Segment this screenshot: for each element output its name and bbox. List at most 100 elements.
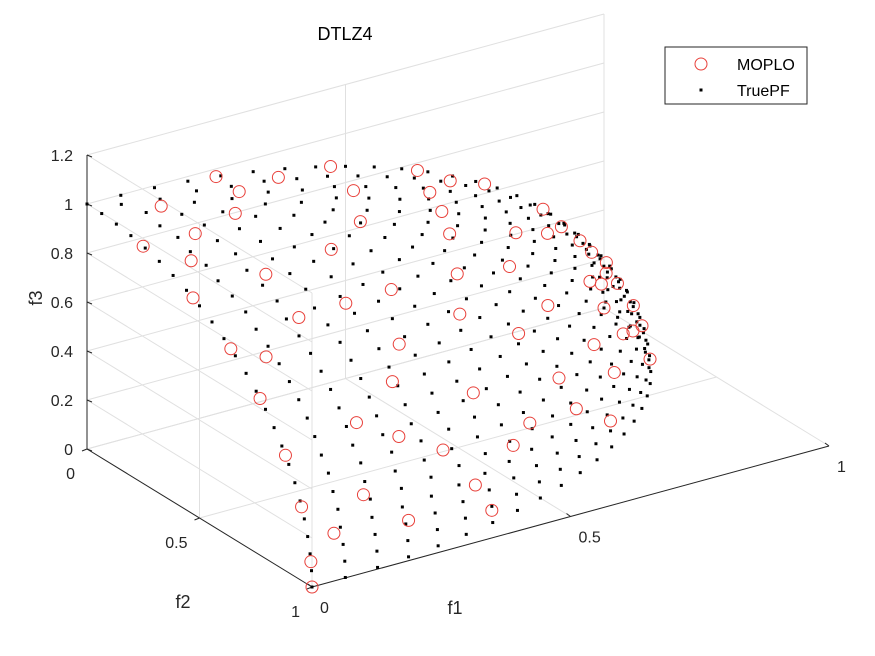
moplo-point — [626, 324, 640, 338]
truepf-point — [546, 212, 550, 216]
truepf-point — [531, 252, 535, 256]
truepf-point — [326, 471, 330, 475]
truepf-point — [185, 288, 189, 292]
moplo-point — [278, 448, 292, 462]
truepf-point — [349, 358, 353, 362]
truepf-point — [343, 559, 347, 563]
moplo-point — [271, 170, 285, 184]
truepf-point — [215, 239, 219, 243]
z-tick-label: 0.8 — [51, 246, 73, 263]
moplo-point — [536, 202, 550, 216]
truepf-point — [617, 280, 621, 284]
truepf-point — [598, 375, 602, 379]
truepf-point — [497, 199, 501, 203]
truepf-point — [490, 504, 494, 508]
truepf-point — [483, 452, 487, 456]
truepf-point — [365, 208, 369, 212]
truepf-point — [538, 496, 542, 500]
truepf-point — [157, 259, 161, 263]
truepf-point — [541, 349, 545, 353]
truepf-point — [577, 312, 581, 316]
truepf-point — [491, 521, 495, 525]
truepf-point — [381, 270, 385, 274]
truepf-point — [251, 170, 255, 174]
truepf-point — [372, 165, 376, 169]
moplo-point — [136, 239, 150, 253]
truepf-point — [310, 569, 314, 573]
truepf-point — [600, 397, 604, 401]
legend-marker-truepf — [699, 88, 703, 92]
truepf-point — [524, 362, 528, 366]
truepf-point — [551, 414, 555, 418]
truepf-point — [599, 254, 603, 258]
truepf-point — [504, 210, 508, 214]
truepf-point — [611, 284, 615, 288]
truepf-point — [129, 234, 133, 238]
truepf-point — [528, 203, 532, 207]
truepf-point — [483, 216, 487, 220]
moplo-point — [392, 337, 406, 351]
truepf-point — [645, 394, 649, 398]
truepf-point — [464, 183, 468, 187]
moplo-point — [327, 526, 341, 540]
truepf-point — [278, 226, 282, 230]
truepf-point — [416, 274, 420, 278]
truepf-point — [448, 189, 452, 193]
truepf-point — [636, 312, 640, 316]
truepf-point — [578, 471, 582, 475]
truepf-point — [533, 202, 537, 206]
truepf-point — [573, 266, 577, 270]
truepf-point — [365, 329, 369, 333]
moplo-point — [184, 254, 198, 268]
truepf-point — [392, 222, 396, 226]
truepf-point — [204, 263, 208, 267]
truepf-point — [526, 264, 530, 268]
truepf-point — [234, 252, 238, 256]
truepf-point — [552, 235, 556, 239]
truepf-point — [521, 411, 525, 415]
truepf-point — [413, 304, 417, 308]
truepf-point — [582, 338, 586, 342]
truepf-point — [532, 329, 536, 333]
moplo-point — [435, 204, 449, 218]
truepf-point — [192, 200, 196, 204]
truepf-point — [632, 419, 636, 423]
truepf-point — [390, 317, 394, 321]
truepf-point — [254, 327, 258, 331]
truepf-point — [344, 424, 348, 428]
truepf-point — [326, 323, 330, 327]
truepf-point — [589, 287, 593, 291]
truepf-point — [565, 291, 569, 295]
truepf-point — [461, 399, 465, 403]
moplo-point — [423, 185, 437, 199]
truepf-point — [367, 395, 371, 399]
truepf-point — [407, 555, 411, 559]
truepf-point — [230, 197, 234, 201]
moplo-point — [541, 299, 555, 313]
legend-box — [664, 46, 808, 105]
truepf-point — [245, 268, 249, 272]
moplo-point — [443, 174, 457, 188]
truepf-point — [569, 401, 573, 405]
truepf-point — [537, 480, 541, 484]
truepf-point — [625, 288, 629, 292]
truepf-point — [375, 414, 379, 418]
truepf-point — [310, 233, 314, 237]
truepf-point — [512, 476, 516, 480]
legend: MOPLO TruePF — [664, 46, 808, 105]
truepf-point — [457, 483, 461, 487]
truepf-point — [625, 290, 629, 294]
moplo-point — [353, 215, 367, 229]
truepf-point — [436, 410, 440, 414]
truepf-point — [244, 371, 248, 375]
moplo-point — [603, 414, 617, 428]
truepf-point — [574, 438, 578, 442]
truepf-point — [432, 292, 436, 296]
moplo-point — [607, 365, 621, 379]
truepf-point — [403, 403, 407, 407]
truepf-point — [641, 331, 645, 335]
moplo-point — [523, 416, 537, 430]
truepf-point — [469, 347, 473, 351]
truepf-point — [368, 497, 372, 501]
moplo-point — [392, 430, 406, 444]
